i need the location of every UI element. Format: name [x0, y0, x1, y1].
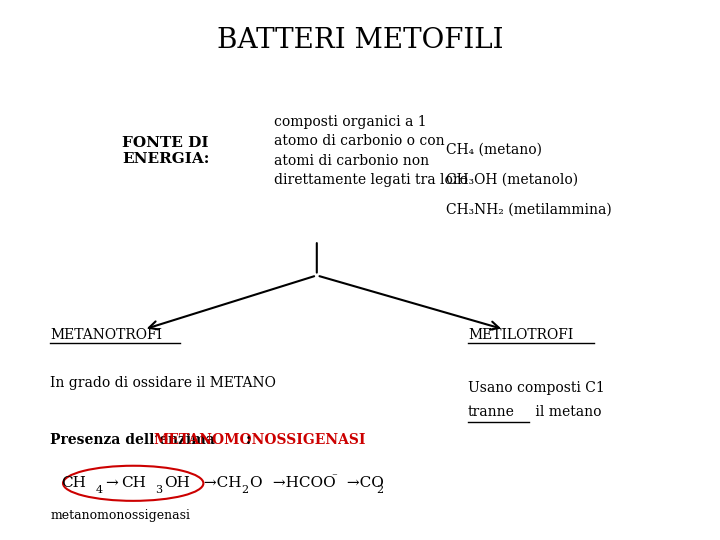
- Text: FONTE DI
ENERGIA:: FONTE DI ENERGIA:: [122, 136, 210, 166]
- Text: il metano: il metano: [531, 405, 602, 419]
- Text: CH₃NH₂ (metilammina): CH₃NH₂ (metilammina): [446, 202, 612, 217]
- Text: OH: OH: [164, 476, 190, 490]
- Text: tranne: tranne: [468, 405, 515, 419]
- Text: BATTERI METOFILI: BATTERI METOFILI: [217, 27, 503, 54]
- Text: 4: 4: [96, 485, 103, 495]
- Text: →CO: →CO: [342, 476, 384, 490]
- Text: composti organici a 1
atomo di carbonio o con
atomi di carbonio non
direttamente: composti organici a 1 atomo di carbonio …: [274, 115, 467, 187]
- Text: ⁻: ⁻: [331, 472, 337, 482]
- Text: 2: 2: [241, 485, 248, 495]
- Text: →HCOO: →HCOO: [268, 476, 336, 490]
- Text: 2: 2: [376, 485, 383, 495]
- Text: CH₃OH (metanolo): CH₃OH (metanolo): [446, 173, 579, 187]
- Text: In grado di ossidare il METANO: In grado di ossidare il METANO: [50, 376, 276, 390]
- Text: METANOMONOSSIGENASI: METANOMONOSSIGENASI: [153, 433, 366, 447]
- Text: CH: CH: [121, 476, 146, 490]
- Text: :: :: [246, 433, 251, 447]
- Text: Usano composti C1: Usano composti C1: [468, 381, 605, 395]
- Text: 3: 3: [156, 485, 163, 495]
- Text: O: O: [249, 476, 262, 490]
- Text: Presenza dell’enzima: Presenza dell’enzima: [50, 433, 220, 447]
- Text: METANOTROFI: METANOTROFI: [50, 328, 163, 342]
- Text: CH: CH: [61, 476, 86, 490]
- Text: METILOTROFI: METILOTROFI: [468, 328, 573, 342]
- Text: metanomonossigenasi: metanomonossigenasi: [50, 509, 190, 522]
- Text: →: →: [105, 476, 118, 490]
- Text: →CH: →CH: [199, 476, 241, 490]
- Text: CH₄ (metano): CH₄ (metano): [446, 143, 542, 157]
